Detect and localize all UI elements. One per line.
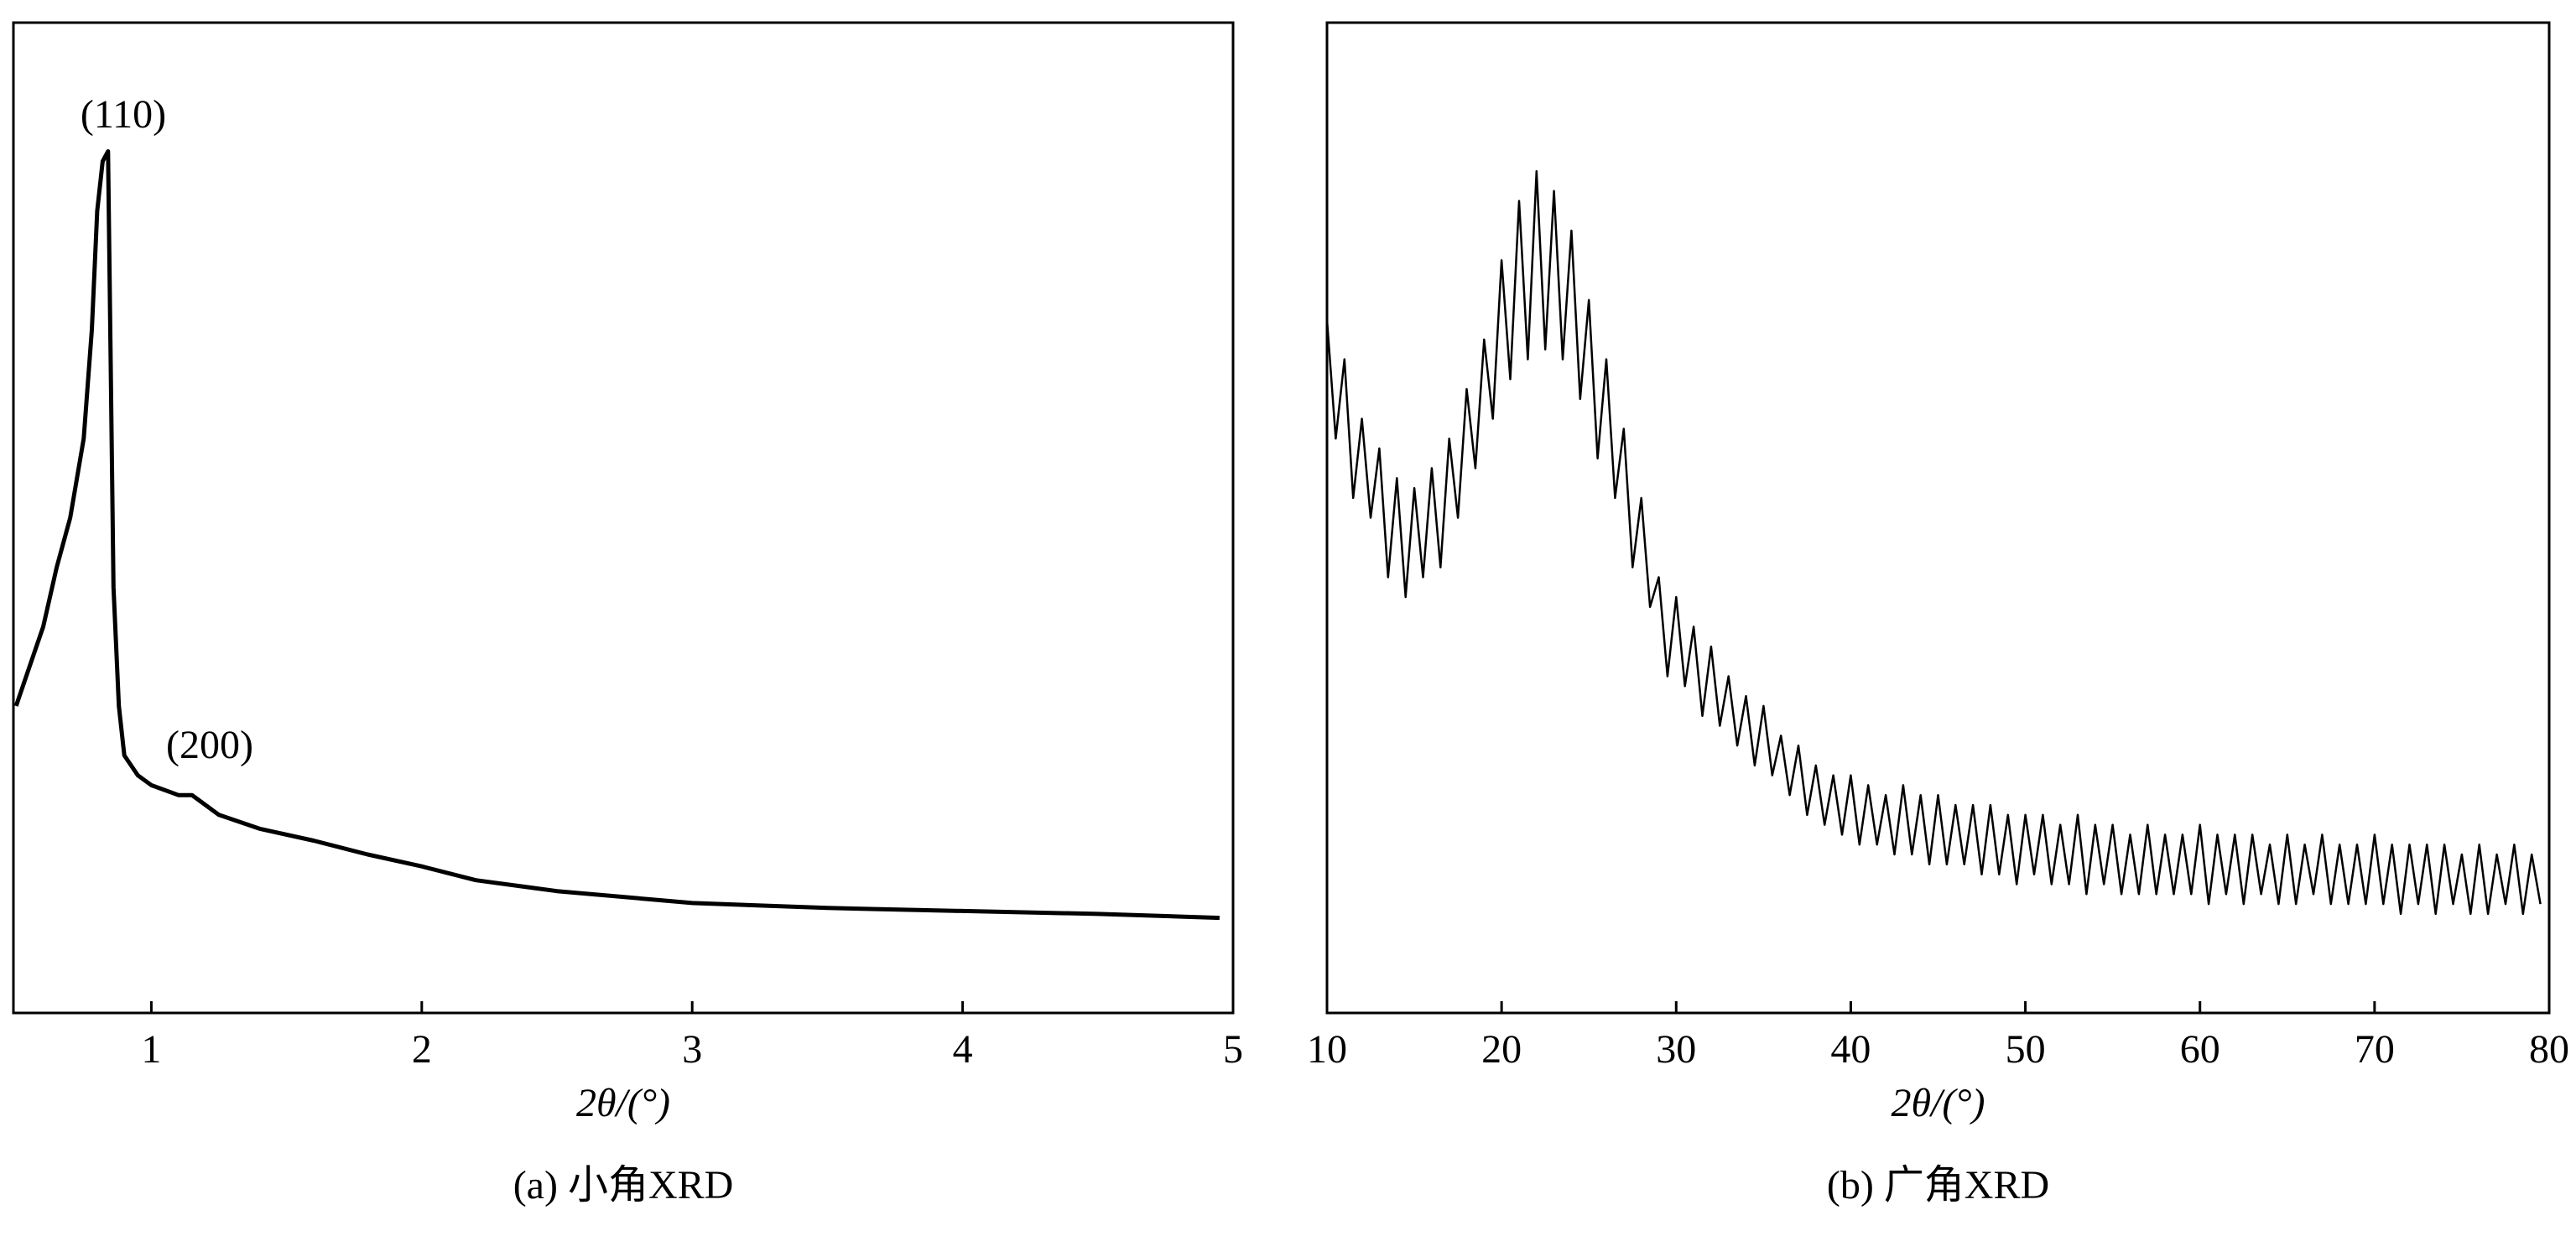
x-tick-label: 40: [1830, 1027, 1871, 1072]
x-axis-label: 2θ/(°): [1891, 1081, 1985, 1125]
plot-frame: [1325, 21, 2551, 1015]
peak-annotation: (200): [166, 723, 253, 767]
x-tick-label: 20: [1481, 1027, 1522, 1072]
caption: (b) 广角XRD: [1827, 1163, 2049, 1207]
data-line: [13, 149, 1220, 921]
x-tick-label: 3: [682, 1027, 702, 1072]
x-tick-label: 70: [2355, 1027, 2395, 1072]
x-tick-label: 4: [953, 1027, 973, 1072]
plot-frame: [12, 21, 1235, 1015]
x-tick-label: 1: [141, 1027, 161, 1072]
x-tick-label: 80: [2529, 1027, 2569, 1072]
peak-annotation: (110): [81, 92, 166, 137]
caption: (a) 小角XRD: [513, 1163, 734, 1207]
x-tick-label: 50: [2006, 1027, 2046, 1072]
data-line: [1325, 169, 2542, 916]
x-tick-label: 30: [1656, 1027, 1696, 1072]
x-tick-label: 5: [1223, 1027, 1243, 1072]
x-tick-label: 10: [1307, 1027, 1347, 1072]
x-axis-label: 2θ/(°): [576, 1081, 670, 1125]
x-tick-label: 2: [412, 1027, 432, 1072]
x-tick-label: 60: [2180, 1027, 2220, 1072]
